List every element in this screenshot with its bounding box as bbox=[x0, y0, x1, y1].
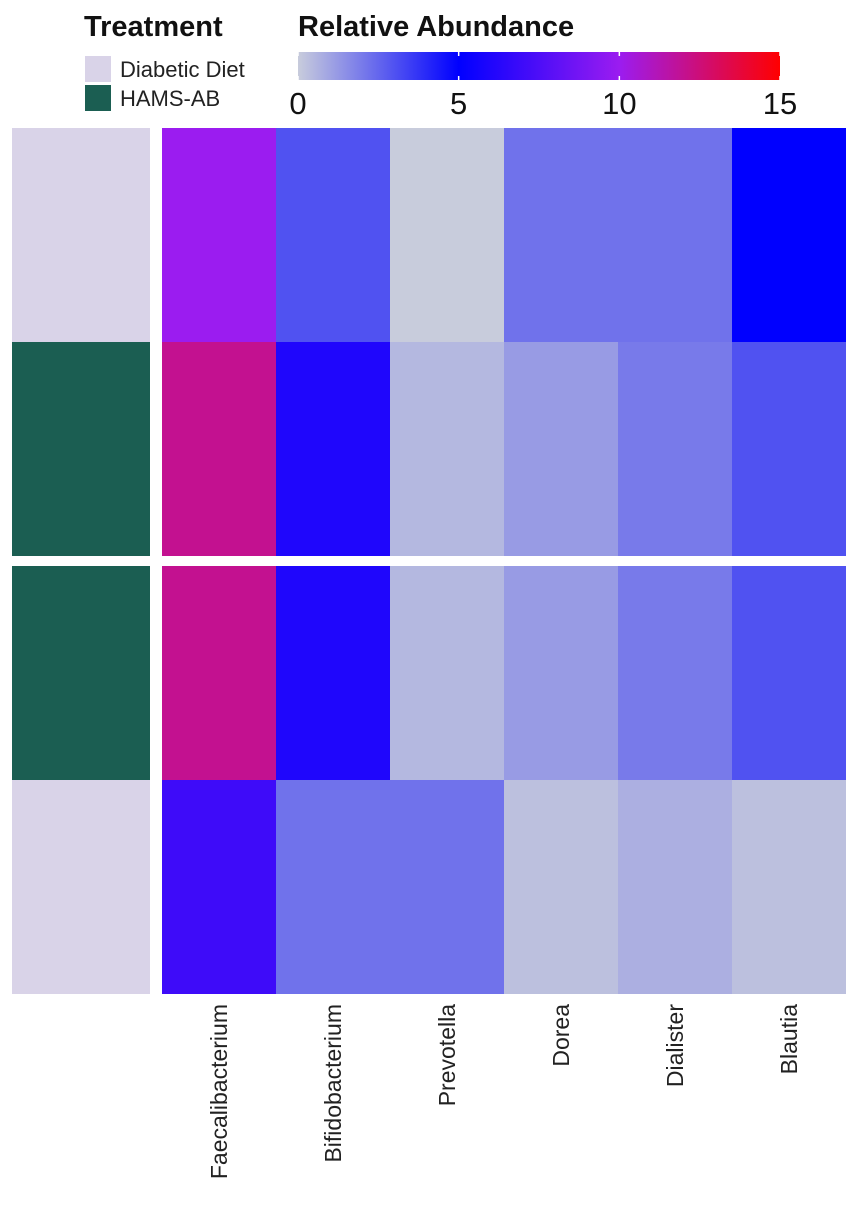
heatmap-cell bbox=[162, 566, 277, 780]
annotation-cell bbox=[12, 566, 150, 780]
heatmap-cell bbox=[390, 780, 505, 994]
heatmap-cell bbox=[732, 780, 846, 994]
annotation-legend-swatch bbox=[85, 56, 111, 82]
heatmap-cell bbox=[732, 342, 846, 556]
annotation-cell bbox=[12, 128, 150, 342]
color-scale-tick-label: 15 bbox=[763, 86, 797, 121]
color-scale-tick-label: 0 bbox=[289, 86, 306, 121]
heatmap-cell bbox=[276, 342, 391, 556]
heatmap-cell bbox=[504, 128, 619, 342]
heatmap-cell bbox=[162, 342, 277, 556]
color-scale-tick-label: 5 bbox=[450, 86, 467, 121]
heatmap-cell bbox=[276, 566, 391, 780]
heatmap-cell bbox=[618, 342, 733, 556]
heatmap-cell bbox=[162, 780, 277, 994]
heatmap-cell bbox=[390, 342, 505, 556]
annotation-legend-swatch bbox=[85, 85, 111, 111]
heatmap-cell bbox=[390, 128, 505, 342]
annotation-cell bbox=[12, 780, 150, 994]
heatmap-cell bbox=[504, 342, 619, 556]
column-label: Bifidobacterium bbox=[320, 1004, 346, 1163]
color-scale-title: Relative Abundance bbox=[298, 11, 574, 43]
heatmap-cell bbox=[276, 128, 391, 342]
color-scale-tick-label: 10 bbox=[602, 86, 636, 121]
heatmap-cell bbox=[504, 780, 619, 994]
annotation-legend-label: Diabetic Diet bbox=[120, 57, 245, 82]
annotation-legend-label: HAMS-AB bbox=[120, 86, 220, 111]
heatmap-cell bbox=[390, 566, 505, 780]
heatmap-cell bbox=[732, 566, 846, 780]
heatmap-cell bbox=[618, 780, 733, 994]
heatmap-cell bbox=[504, 566, 619, 780]
annotation-legend-title: Treatment bbox=[84, 11, 223, 43]
column-label: Blautia bbox=[776, 1004, 802, 1075]
column-label: Dorea bbox=[548, 1004, 574, 1067]
color-scale-bar bbox=[298, 52, 780, 80]
column-label: Prevotella bbox=[434, 1004, 460, 1106]
heatmap-cell bbox=[618, 128, 733, 342]
heatmap-cell bbox=[276, 780, 391, 994]
heatmap-cell bbox=[618, 566, 733, 780]
annotation-cell bbox=[12, 342, 150, 556]
heatmap-cell bbox=[162, 128, 277, 342]
column-label: Faecalibacterium bbox=[206, 1004, 232, 1179]
heatmap-cell bbox=[732, 128, 846, 342]
column-label: Dialister bbox=[662, 1004, 688, 1087]
